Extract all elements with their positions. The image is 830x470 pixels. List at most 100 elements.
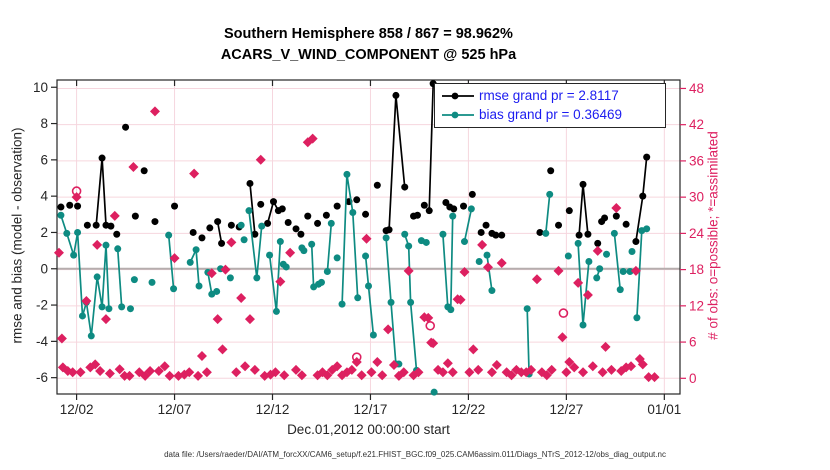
assimilated-marker <box>553 265 564 276</box>
x-tick-label: 12/17 <box>354 402 388 417</box>
assimilated-marker <box>557 332 568 343</box>
assimilated-marker <box>649 372 660 383</box>
x-tick-label: 12/27 <box>549 402 583 417</box>
rmse-point <box>450 205 458 213</box>
bias-point <box>272 307 280 315</box>
assimilated-marker <box>145 366 156 377</box>
rmse-point <box>579 180 587 188</box>
rmse-point <box>468 190 476 198</box>
assimilated-marker <box>423 312 434 323</box>
rmse-point <box>643 153 651 161</box>
bias-point <box>523 305 531 313</box>
bias-point <box>317 278 325 286</box>
rmse-point <box>460 202 468 210</box>
assimilated-marker <box>582 289 593 300</box>
assimilated-marker <box>447 367 458 378</box>
rmse-point <box>83 221 91 229</box>
assimilated-marker <box>564 356 575 367</box>
bias-line <box>326 223 333 272</box>
x-tick-label: 12/02 <box>60 402 94 417</box>
assimilated-marker <box>124 370 135 381</box>
rmse-point <box>113 230 121 238</box>
assimilated-marker <box>53 247 64 258</box>
assimilated-marker <box>578 367 589 378</box>
rmse-point <box>189 228 197 236</box>
rmse-point <box>477 228 485 236</box>
bias-point <box>354 294 362 302</box>
assimilated-marker <box>169 253 180 264</box>
rmse-point <box>214 218 222 226</box>
assimilated-marker <box>388 360 399 371</box>
bias-point <box>449 212 457 220</box>
bias-point <box>240 236 248 244</box>
bias-point <box>626 267 634 275</box>
assimilated-marker <box>67 367 78 378</box>
bias-point <box>447 306 455 314</box>
rmse-point <box>257 200 265 208</box>
assimilated-marker <box>356 370 367 381</box>
rmse-point <box>92 221 100 229</box>
rmse-point <box>420 201 428 209</box>
axis-ticks: 12/02 12/07 12/12 12/17 12/22 12/27 01/01 -6 -4 -… <box>33 80 705 417</box>
rmse-point <box>297 230 305 238</box>
bias-line <box>463 208 473 242</box>
bias-point <box>430 388 438 396</box>
assimilated-marker <box>506 370 517 381</box>
bias-point <box>308 240 316 248</box>
rmse-point <box>284 218 292 226</box>
rmse-point <box>498 231 506 239</box>
bias-line <box>248 210 263 278</box>
rmse-line <box>428 83 435 211</box>
assimilated-marker <box>322 370 333 381</box>
assimilated-marker <box>403 265 414 276</box>
assimilated-marker <box>90 359 101 370</box>
rmse-point <box>198 234 206 242</box>
possible-series <box>71 186 569 362</box>
bias-point <box>643 225 651 233</box>
bias-point <box>405 242 413 250</box>
rmse-line <box>249 183 256 235</box>
assimilated-marker <box>201 367 212 378</box>
left-tick-label: 2 <box>40 225 48 240</box>
bias-point <box>245 207 253 215</box>
bias-point <box>87 332 95 340</box>
assimilated-marker <box>442 358 453 369</box>
bias-line <box>486 255 493 291</box>
assimilated-marker <box>496 257 507 268</box>
possible-marker <box>351 352 362 362</box>
assimilated-marker <box>275 276 286 287</box>
bias-point <box>130 276 138 284</box>
rmse-point <box>107 222 115 230</box>
assimilated-series <box>53 106 660 383</box>
rmse-point <box>594 239 602 247</box>
bias-point <box>192 246 200 254</box>
right-tick-label: 6 <box>689 335 697 350</box>
bias-point <box>603 250 611 258</box>
rmse-point <box>425 207 433 215</box>
bias-line <box>207 272 213 295</box>
rmse-point <box>392 91 400 99</box>
assimilated-marker <box>643 372 654 383</box>
bias-line <box>636 230 643 318</box>
chart-title: Southern Hemisphere 858 / 867 = 98.962% … <box>57 24 680 66</box>
assimilated-marker <box>212 314 223 325</box>
bias-line <box>613 233 622 290</box>
title-line-1: Southern Hemisphere 858 / 867 = 98.962% <box>224 26 513 42</box>
bias-point <box>114 245 122 253</box>
rmse-point <box>353 196 361 204</box>
bias-legend-sample-icon <box>442 111 474 119</box>
rmse-line <box>216 221 223 244</box>
rmse-point <box>131 212 139 220</box>
assimilated-marker <box>75 367 86 378</box>
assimilated-marker <box>366 367 377 378</box>
rmse-point <box>171 202 179 210</box>
assimilated-marker <box>159 361 170 372</box>
right-tick-label: 42 <box>689 117 704 132</box>
assimilated-marker <box>109 210 120 221</box>
left-tick-label: 0 <box>40 261 48 276</box>
bias-point <box>407 298 415 306</box>
bias-point <box>343 170 351 178</box>
bias-point <box>596 265 604 273</box>
right-tick-label: 24 <box>689 226 705 241</box>
